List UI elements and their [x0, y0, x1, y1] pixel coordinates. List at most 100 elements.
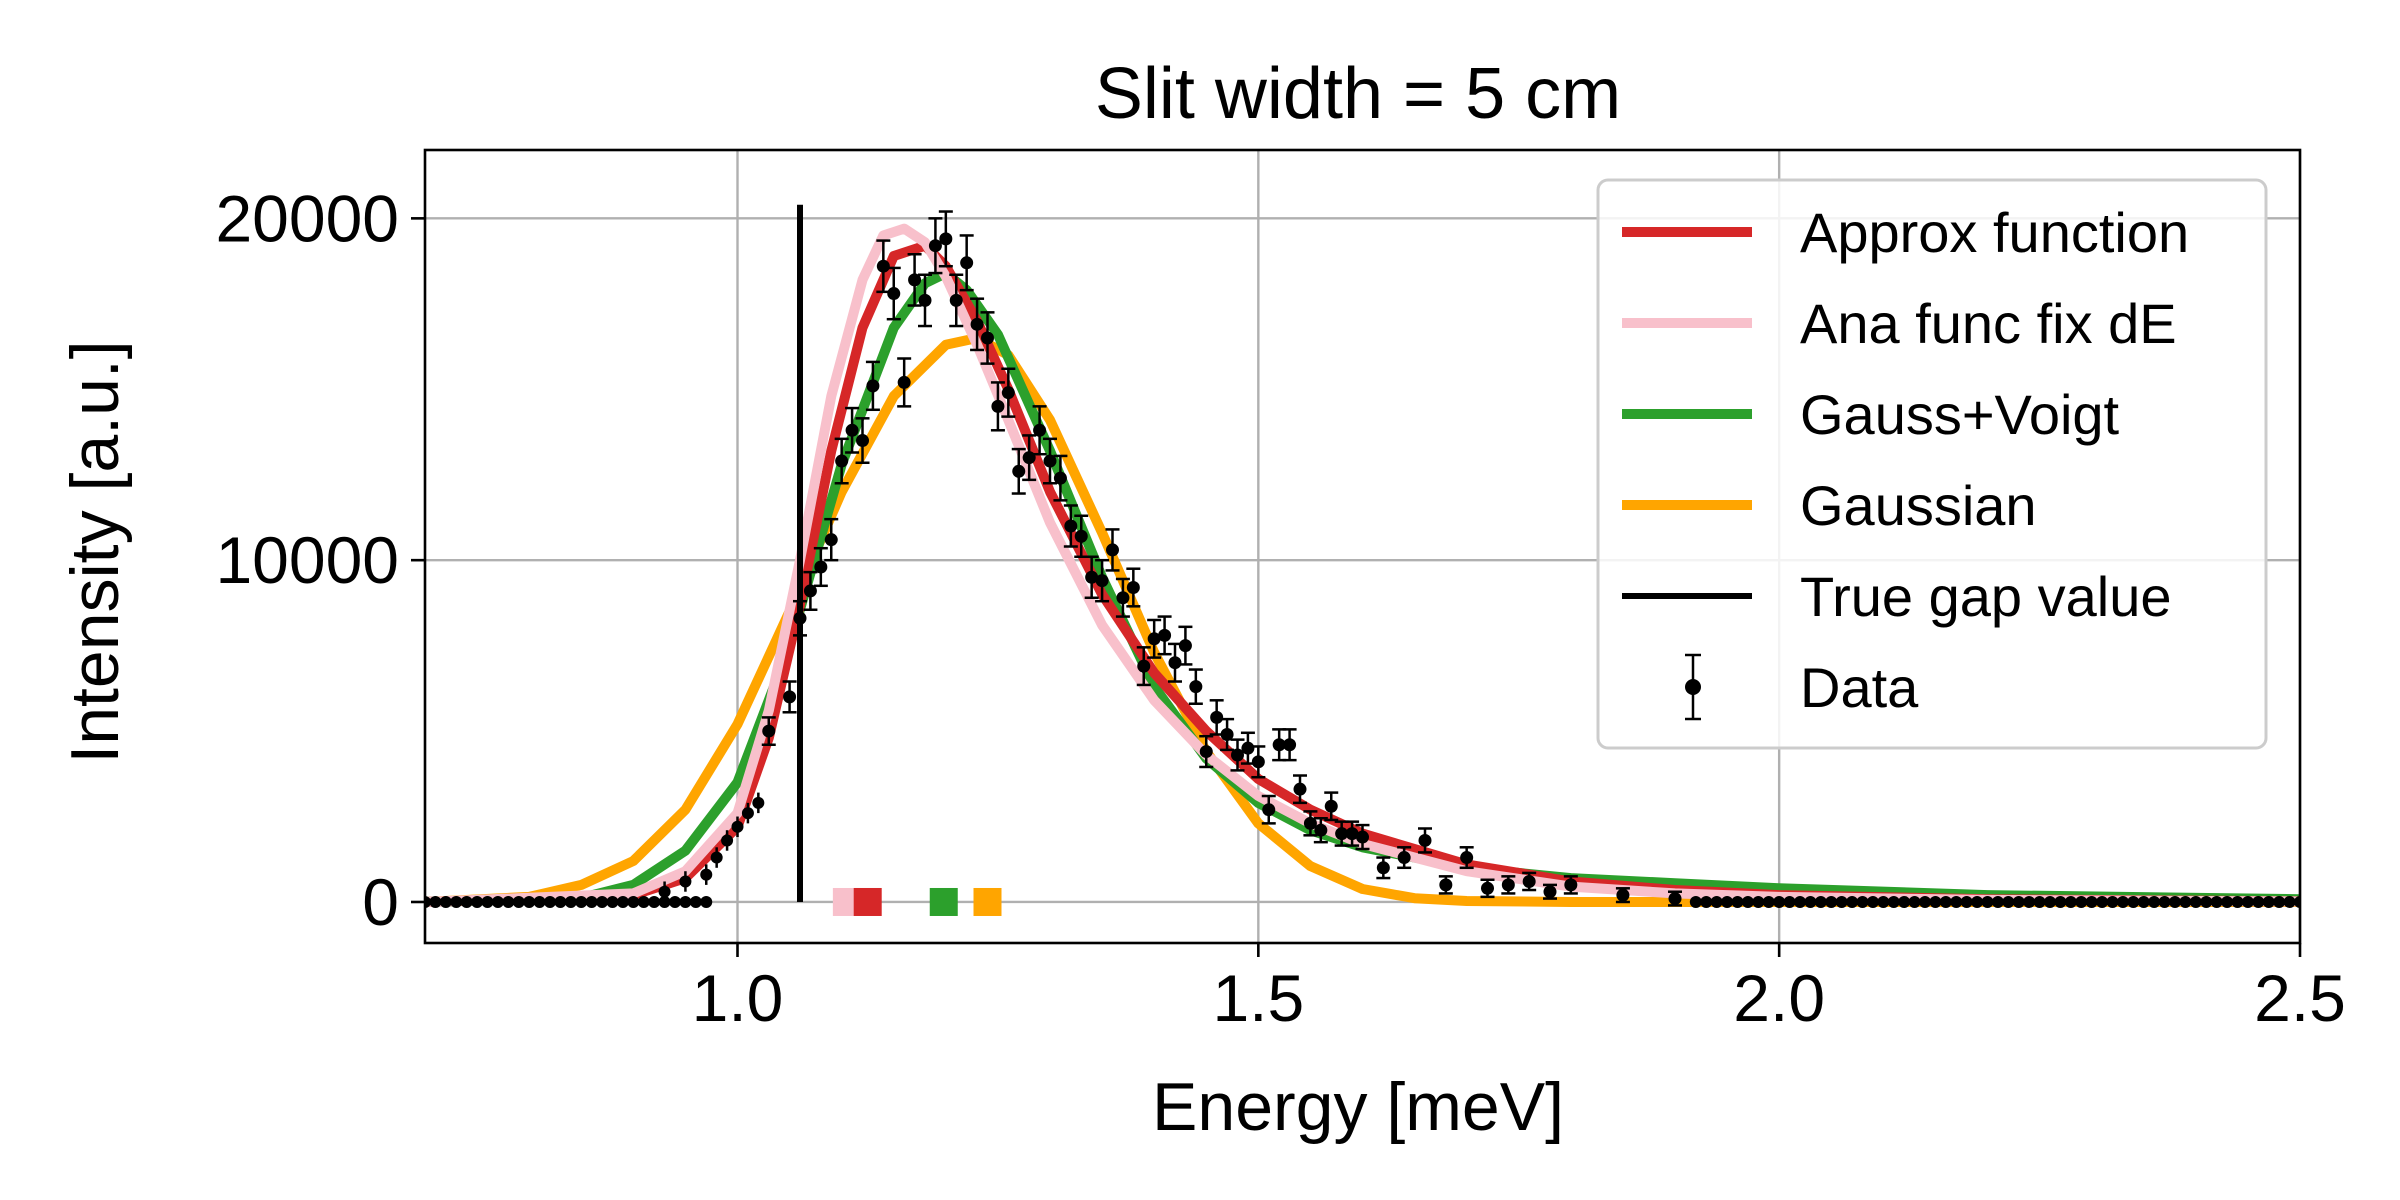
data-point-zero: [1710, 895, 1723, 908]
data-point-zero: [2002, 895, 2015, 908]
data-point: [1033, 423, 1047, 437]
data-point: [835, 454, 849, 468]
data-point: [1481, 881, 1494, 895]
data-point: [1189, 680, 1203, 694]
gap-marker: [973, 887, 1002, 916]
data-point: [1543, 885, 1557, 899]
data-point: [1106, 543, 1119, 557]
legend-label: Ana func fix dE: [1800, 292, 2177, 355]
data-point: [1231, 748, 1244, 762]
data-point: [1376, 861, 1390, 875]
data-point: [1314, 823, 1328, 837]
legend-label: Data: [1800, 656, 1919, 719]
data-point: [1147, 632, 1161, 646]
data-point-zero: [554, 895, 567, 908]
data-point: [845, 423, 859, 437]
data-point-zero: [2116, 895, 2129, 908]
data-point-zero: [1939, 895, 1952, 908]
data-point: [700, 868, 713, 881]
data-point: [949, 293, 963, 307]
y-tick-label: 10000: [215, 523, 399, 597]
data-point-zero: [1991, 895, 2004, 908]
data-point: [1356, 830, 1369, 844]
data-point-zero: [689, 895, 702, 908]
data-point: [876, 259, 890, 273]
data-point-zero: [1700, 895, 1713, 908]
data-point: [1293, 782, 1307, 796]
y-tick-label: 0: [362, 865, 399, 939]
data-point-zero: [1887, 895, 1900, 908]
data-point-zero: [2127, 895, 2140, 908]
data-point: [1241, 741, 1255, 755]
data-point-zero: [2023, 895, 2036, 908]
data-point: [1220, 727, 1234, 741]
data-point: [1074, 529, 1088, 543]
plot-frame: [423, 148, 2302, 945]
data-point: [752, 796, 765, 809]
data-point-zero: [2200, 895, 2213, 908]
data-point-zero: [648, 895, 661, 908]
data-point-zero: [1898, 895, 1911, 908]
data-point-zero: [637, 895, 650, 908]
data-point-zero: [2064, 895, 2077, 908]
data-point-zero: [2096, 895, 2109, 908]
data-point: [1251, 755, 1265, 769]
data-point-zero: [1762, 895, 1775, 908]
plot-area: [425, 204, 2300, 916]
data-point-zero: [700, 895, 713, 908]
data-point-zero: [1846, 895, 1859, 908]
data-point: [1137, 659, 1151, 673]
data-point-zero: [1721, 895, 1734, 908]
data-point: [1022, 451, 1036, 465]
data-point: [981, 331, 994, 345]
data-point-zero: [2148, 895, 2161, 908]
x-tick-label: 2.5: [2254, 961, 2346, 1035]
data-point-zero: [2294, 895, 2300, 908]
data-point-zero: [471, 895, 484, 908]
x-axis: 1.0 1.5 2.0 2.5: [423, 148, 2346, 1035]
data-point: [679, 875, 692, 888]
data-point-zero: [2158, 895, 2171, 908]
data-point: [928, 239, 942, 253]
data-point: [918, 293, 932, 307]
data-point-zero: [1835, 895, 1848, 908]
data-point-zero: [1752, 895, 1765, 908]
data-point: [1303, 816, 1317, 830]
data-point: [1126, 581, 1140, 595]
legend-item: Data: [1685, 653, 1919, 721]
legend-label: Approx function: [1800, 201, 2189, 264]
data-point: [741, 807, 754, 820]
legend-marker: [1685, 679, 1701, 695]
data-point-zero: [1919, 895, 1931, 908]
data-point-zero: [596, 895, 609, 908]
data-point: [1501, 878, 1515, 892]
data-point: [1668, 892, 1682, 906]
data-point-zero: [2262, 895, 2275, 908]
data-point-zero: [1929, 895, 1942, 908]
data-point-zero: [491, 895, 504, 908]
chart-title: Slit width = 5 cm: [1095, 54, 1621, 134]
x-tick-label: 1.5: [1212, 961, 1304, 1035]
data-point-zero: [606, 895, 619, 908]
data-point-zero: [1741, 895, 1754, 908]
data-point-zero: [627, 895, 640, 908]
data-point-zero: [1908, 895, 1921, 908]
data-point: [803, 584, 817, 598]
data-point: [1053, 471, 1067, 485]
legend-label: True gap value: [1800, 565, 2172, 628]
data-point-zero: [1866, 895, 1879, 908]
data-point-zero: [616, 895, 629, 908]
data-point: [1178, 639, 1192, 653]
data-point-zero: [2044, 895, 2056, 908]
data-point-zero: [2085, 895, 2098, 908]
data-point: [1460, 851, 1474, 865]
data-point: [908, 273, 922, 287]
data-point: [1283, 738, 1297, 752]
data-point-zero: [481, 895, 494, 908]
data-point-zero: [2231, 895, 2244, 908]
data-point-zero: [2179, 895, 2192, 908]
data-point: [887, 287, 901, 301]
data-point: [960, 256, 974, 270]
data-point: [897, 375, 911, 389]
